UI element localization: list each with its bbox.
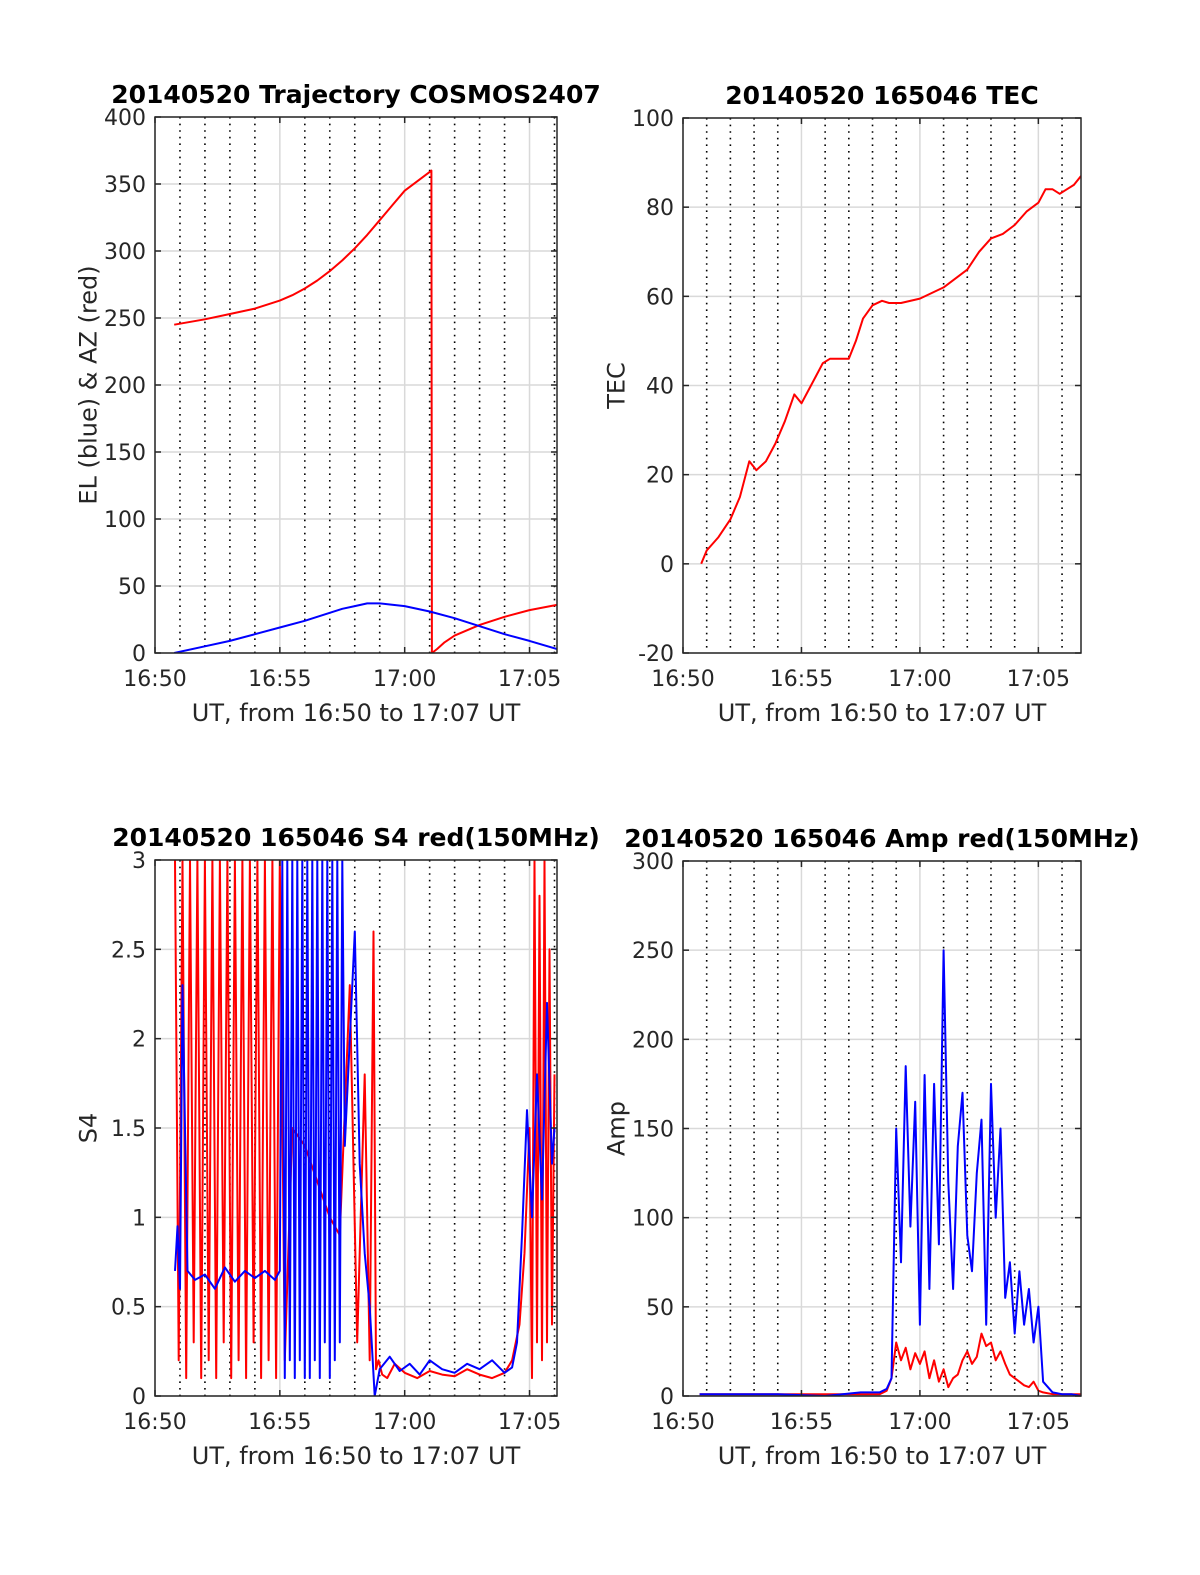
x-axis-label: UT, from 16:50 to 17:07 UT xyxy=(718,1442,1047,1470)
y-tick-label: 250 xyxy=(104,307,146,332)
x-tick-label: 16:50 xyxy=(651,667,714,692)
y-tick-label: 60 xyxy=(646,285,674,310)
y-tick-label: 1.5 xyxy=(111,1117,146,1142)
x-tick-label: 17:05 xyxy=(498,667,561,692)
y-tick-label: 0 xyxy=(132,1385,146,1410)
y-tick-label: 20 xyxy=(646,464,674,489)
x-tick-label: 17:05 xyxy=(1007,1410,1070,1435)
y-tick-label: 1 xyxy=(132,1206,146,1231)
y-tick-label: 100 xyxy=(104,508,146,533)
x-tick-label: 16:55 xyxy=(248,667,311,692)
x-axis-label: UT, from 16:50 to 17:07 UT xyxy=(718,699,1047,727)
y-tick-label: 50 xyxy=(646,1296,674,1321)
series-line-2 xyxy=(699,949,1081,1396)
series-line-2 xyxy=(173,602,557,653)
x-tick-label: 16:55 xyxy=(770,667,833,692)
x-tick-label: 17:00 xyxy=(888,667,951,692)
y-tick-label: -20 xyxy=(638,642,674,667)
x-tick-label: 16:50 xyxy=(123,667,186,692)
x-axis-label: UT, from 16:50 to 17:07 UT xyxy=(192,699,521,727)
y-tick-label: 0 xyxy=(660,553,674,578)
y-tick-label: 250 xyxy=(632,939,674,964)
y-tick-label: 200 xyxy=(632,1028,674,1053)
x-tick-label: 16:50 xyxy=(651,1410,714,1435)
chart-title: 20140520 165046 Amp red(150MHz) xyxy=(624,824,1140,853)
x-axis-label: UT, from 16:50 to 17:07 UT xyxy=(192,1442,521,1470)
series-line-1 xyxy=(699,1332,1081,1396)
y-tick-label: 300 xyxy=(104,240,146,265)
chart-panel-2: 16:50 16:55 17:00 17:05 -20 0 20 40 60 80 100 20140… xyxy=(603,81,1082,727)
y-tick-label: 2 xyxy=(132,1028,146,1053)
x-tick-label: 17:00 xyxy=(373,1410,436,1435)
y-tick-label: 300 xyxy=(632,850,674,875)
y-axis-label: EL (blue) & AZ (red) xyxy=(75,265,103,504)
y-tick-label: 350 xyxy=(104,173,146,198)
x-tick-label: 16:55 xyxy=(770,1410,833,1435)
x-tick-label: 17:00 xyxy=(888,1410,951,1435)
x-tick-label: 16:50 xyxy=(123,1410,186,1435)
y-tick-label: 40 xyxy=(646,375,674,400)
chart-title: 20140520 165046 S4 red(150MHz) xyxy=(112,823,600,852)
x-tick-label: 17:00 xyxy=(373,667,436,692)
y-tick-label: 0.5 xyxy=(111,1296,146,1321)
x-tick-label: 16:55 xyxy=(248,1410,311,1435)
y-tick-label: 0 xyxy=(660,1385,674,1410)
chart-title: 20140520 165046 TEC xyxy=(725,81,1038,110)
y-tick-label: 3 xyxy=(132,849,146,874)
y-tick-label: 150 xyxy=(104,441,146,466)
y-tick-label: 200 xyxy=(104,374,146,399)
x-tick-label: 17:05 xyxy=(1007,667,1070,692)
y-axis-label: TEC xyxy=(603,362,631,410)
chart-panel-1: 16:50 16:55 17:00 17:05 0 50 100 150 200 250 300 35… xyxy=(75,80,601,727)
y-tick-label: 50 xyxy=(118,575,146,600)
y-axis-label: S4 xyxy=(75,1113,103,1144)
series-line-1 xyxy=(174,169,557,653)
y-tick-label: 0 xyxy=(132,642,146,667)
series-line-2 xyxy=(174,860,556,1396)
chart-panel-3: 16:50 16:55 17:00 17:05 0 0.5 1 1.5 2 2.5 32014052… xyxy=(75,823,600,1470)
y-axis-label: Amp xyxy=(603,1101,631,1156)
y-tick-label: 80 xyxy=(646,196,674,221)
x-tick-label: 17:05 xyxy=(498,1410,561,1435)
chart-title: 20140520 Trajectory COSMOS2407 xyxy=(111,80,601,109)
y-tick-label: 100 xyxy=(632,107,674,132)
series-line-1 xyxy=(700,175,1081,565)
y-tick-label: 150 xyxy=(632,1118,674,1143)
y-tick-label: 100 xyxy=(632,1207,674,1232)
y-tick-label: 400 xyxy=(104,106,146,131)
y-tick-label: 2.5 xyxy=(111,938,146,963)
chart-panel-4: 16:50 16:55 17:00 17:05 0 50 100 150 200 250 30020… xyxy=(603,824,1140,1470)
